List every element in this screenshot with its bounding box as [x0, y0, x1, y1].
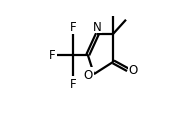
- Text: N: N: [93, 21, 102, 34]
- Text: F: F: [49, 49, 56, 62]
- Text: F: F: [70, 77, 76, 90]
- Text: O: O: [84, 68, 93, 81]
- Text: F: F: [70, 21, 76, 34]
- Text: O: O: [129, 64, 138, 77]
